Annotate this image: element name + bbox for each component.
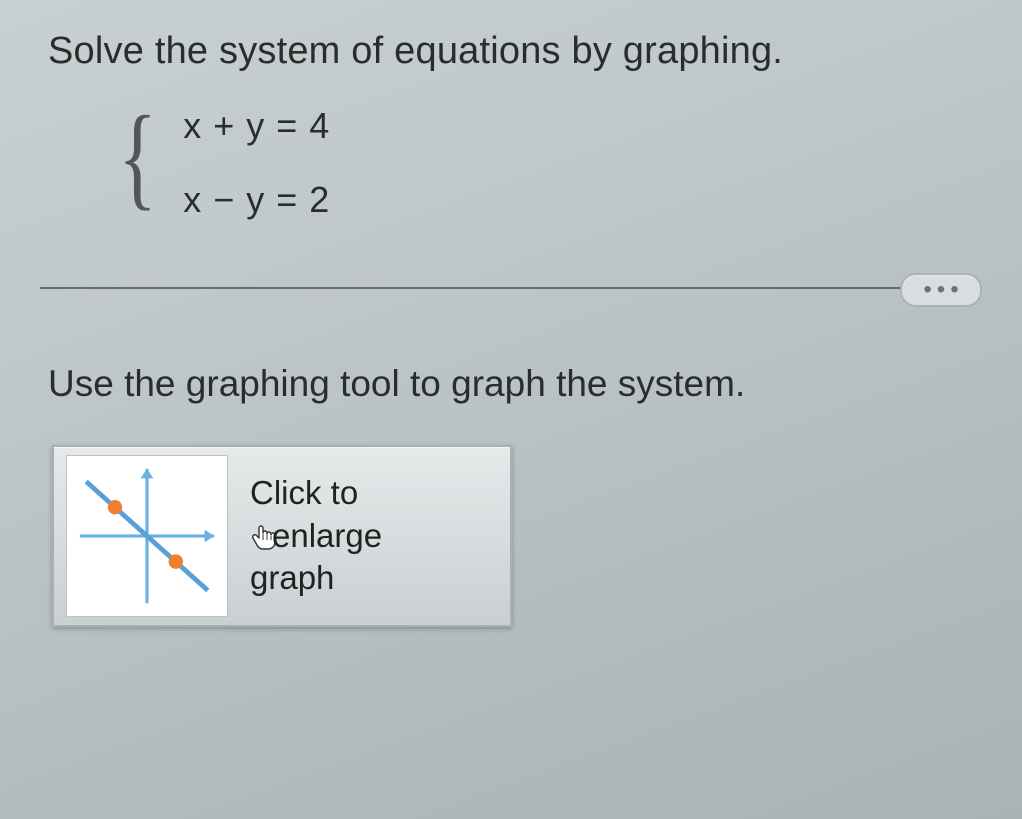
equation-stack: x + y = 4 x − y = 2 bbox=[183, 105, 330, 221]
equation-2: x − y = 2 bbox=[183, 179, 330, 221]
graph-thumbnail-svg bbox=[67, 456, 227, 616]
brace-icon: { bbox=[118, 105, 157, 209]
widget-label-line1: Click to bbox=[250, 472, 498, 515]
widget-label-line3: graph bbox=[250, 557, 498, 600]
instruction-text: Use the graphing tool to graph the syste… bbox=[40, 363, 982, 405]
graph-enlarge-button[interactable]: Click to enlarge graph bbox=[52, 445, 512, 627]
widget-label-line2: enlarge bbox=[250, 515, 498, 558]
widget-label-line2-text: enlarge bbox=[272, 517, 382, 554]
equation-1: x + y = 4 bbox=[183, 105, 330, 147]
more-options-button[interactable]: ••• bbox=[900, 273, 982, 307]
plot-point-2 bbox=[169, 554, 183, 568]
divider-row: ••• bbox=[40, 269, 982, 309]
graph-thumbnail bbox=[66, 455, 228, 617]
question-page: Solve the system of equations by graphin… bbox=[0, 0, 1022, 819]
widget-label: Click to enlarge graph bbox=[228, 472, 498, 601]
plot-point-1 bbox=[108, 500, 122, 514]
equation-system: { x + y = 4 x − y = 2 bbox=[110, 105, 982, 221]
question-prompt: Solve the system of equations by graphin… bbox=[40, 30, 982, 73]
divider-line bbox=[40, 287, 982, 289]
widget-label-line1-text: Click to bbox=[250, 474, 358, 511]
